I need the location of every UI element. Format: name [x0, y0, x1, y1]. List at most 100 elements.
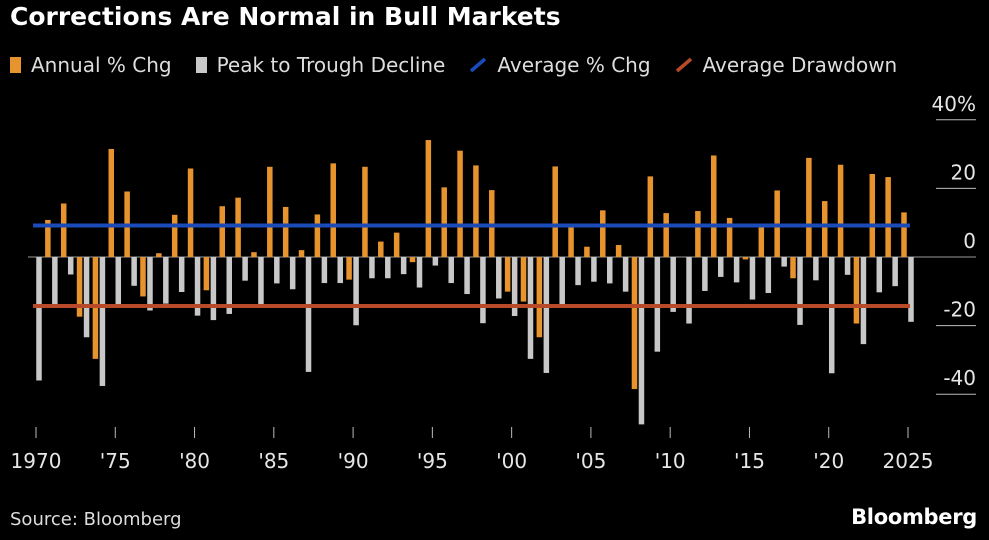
bar-peak-trough-1985 — [274, 257, 280, 284]
x-tick-label: 1970 — [11, 449, 62, 473]
bar-peak-trough-1982 — [226, 257, 233, 314]
y-tick-label: -40 — [943, 366, 976, 390]
bar-peak-trough-2007 — [622, 257, 629, 292]
bar-peak-trough-1977 — [147, 257, 153, 311]
bar-peak-trough-1998 — [480, 257, 486, 324]
bar-peak-trough-2000 — [511, 257, 518, 316]
bar-annual-chg-1972 — [60, 203, 67, 257]
bar-peak-trough-2016 — [765, 257, 772, 294]
bar-annual-chg-2002 — [536, 257, 543, 338]
bar-peak-trough-1970 — [36, 257, 42, 381]
bar-peak-trough-2011 — [686, 257, 692, 324]
bar-peak-trough-2006 — [607, 257, 613, 284]
bar-peak-trough-1991 — [369, 257, 375, 279]
bar-peak-trough-1995 — [432, 257, 439, 266]
bar-annual-chg-1997 — [457, 150, 463, 257]
bar-annual-chg-1979 — [171, 214, 178, 257]
bar-peak-trough-1988 — [321, 257, 328, 284]
bar-peak-trough-1993 — [400, 257, 407, 275]
bars — [36, 140, 914, 425]
bar-annual-chg-2013 — [710, 155, 717, 257]
source-note: Source: Bloomberg — [10, 509, 182, 530]
bar-peak-trough-1978 — [163, 257, 169, 304]
bar-annual-chg-1991 — [362, 166, 368, 257]
bar-annual-chg-1988 — [314, 214, 321, 257]
bar-peak-trough-1994 — [416, 257, 423, 288]
bar-peak-trough-1972 — [67, 257, 74, 275]
bar-peak-trough-1980 — [194, 257, 201, 316]
bar-peak-trough-2023 — [876, 257, 883, 293]
bar-peak-trough-2008 — [638, 257, 645, 425]
bar-peak-trough-2019 — [813, 257, 819, 281]
bar-annual-chg-1973 — [76, 257, 83, 317]
bar-peak-trough-1979 — [178, 257, 185, 292]
bar-annual-chg-2024 — [885, 177, 891, 257]
bar-annual-chg-2014 — [726, 217, 733, 257]
bar-peak-trough-2020 — [828, 257, 835, 374]
x-tick-label: '90 — [338, 449, 369, 473]
bar-annual-chg-2020 — [821, 201, 828, 257]
bar-peak-trough-2005 — [591, 257, 597, 282]
bar-peak-trough-1971 — [52, 257, 58, 305]
bar-annual-chg-2012 — [695, 211, 701, 257]
bar-peak-trough-2014 — [733, 257, 740, 283]
bar-annual-chg-2004 — [568, 226, 574, 257]
legend: Annual % Chg Peak to Trough Decline Aver… — [10, 50, 921, 80]
legend-item-decline: Peak to Trough Decline — [195, 53, 445, 77]
x-tick-label: 2025 — [883, 449, 934, 473]
bar-annual-chg-2001 — [520, 257, 527, 302]
chart-title: Corrections Are Normal in Bull Markets — [10, 2, 561, 31]
bar-annual-chg-1987 — [298, 250, 305, 257]
x-axis: 1970 '75 '80 '85 '90 '95 '00 '05 '10 '15 '20 2025 — [11, 427, 934, 473]
bar-peak-trough-1999 — [496, 257, 502, 299]
bar-peak-trough-2022 — [860, 257, 867, 345]
bar-peak-trough-2013 — [717, 257, 724, 277]
bar-peak-trough-2003 — [559, 257, 565, 306]
bar-annual-chg-2006 — [600, 210, 606, 257]
bar-annual-chg-1990 — [346, 257, 352, 280]
bar-annual-chg-1978 — [156, 253, 162, 257]
x-tick-label: '95 — [417, 449, 448, 473]
bar-annual-chg-2019 — [806, 157, 812, 257]
bar-annual-chg-1998 — [473, 165, 479, 257]
bar-annual-chg-1992 — [378, 241, 384, 257]
bar-annual-chg-1995 — [425, 140, 432, 257]
bar-peak-trough-1984 — [258, 257, 264, 307]
y-tick-label: -20 — [943, 298, 976, 322]
bar-peak-trough-1986 — [289, 257, 296, 290]
bar-annual-chg-2018 — [790, 257, 796, 279]
legend-swatch-decline — [195, 57, 207, 73]
x-tick-label: '00 — [496, 449, 527, 473]
bar-annual-chg-1986 — [282, 206, 289, 257]
legend-item-average-chg: Average % Chg — [469, 53, 651, 77]
bar-annual-chg-2003 — [552, 166, 558, 257]
bar-annual-chg-1971 — [45, 219, 51, 257]
x-tick-label: '85 — [258, 449, 289, 473]
average-lines — [33, 223, 910, 309]
bar-peak-trough-2021 — [844, 257, 851, 275]
bar-peak-trough-2025 — [908, 257, 914, 322]
bar-peak-trough-1973 — [83, 257, 90, 338]
y-tick-label: 40% — [932, 92, 976, 116]
legend-label-average-chg: Average % Chg — [497, 53, 651, 77]
bar-annual-chg-2005 — [584, 246, 590, 257]
legend-label-annual: Annual % Chg — [31, 53, 172, 77]
bar-peak-trough-2024 — [892, 257, 898, 287]
legend-swatch-average-drawdown — [675, 57, 693, 73]
legend-item-average-drawdown: Average Drawdown — [675, 53, 898, 77]
bar-annual-chg-1981 — [203, 257, 210, 291]
legend-label-average-drawdown: Average Drawdown — [702, 53, 898, 77]
x-tick-label: '05 — [575, 449, 606, 473]
bar-peak-trough-1975 — [115, 257, 122, 306]
bar-peak-trough-1996 — [448, 257, 454, 284]
bar-annual-chg-1977 — [140, 257, 146, 297]
bar-peak-trough-1976 — [131, 257, 137, 286]
bar-annual-chg-2023 — [869, 173, 876, 257]
bar-peak-trough-1983 — [242, 257, 248, 281]
x-tick-label: '75 — [100, 449, 131, 473]
bar-annual-chg-1989 — [330, 163, 336, 257]
bar-annual-chg-2025 — [901, 212, 907, 257]
bar-peak-trough-2002 — [543, 257, 550, 373]
legend-swatch-average-chg — [469, 57, 487, 73]
